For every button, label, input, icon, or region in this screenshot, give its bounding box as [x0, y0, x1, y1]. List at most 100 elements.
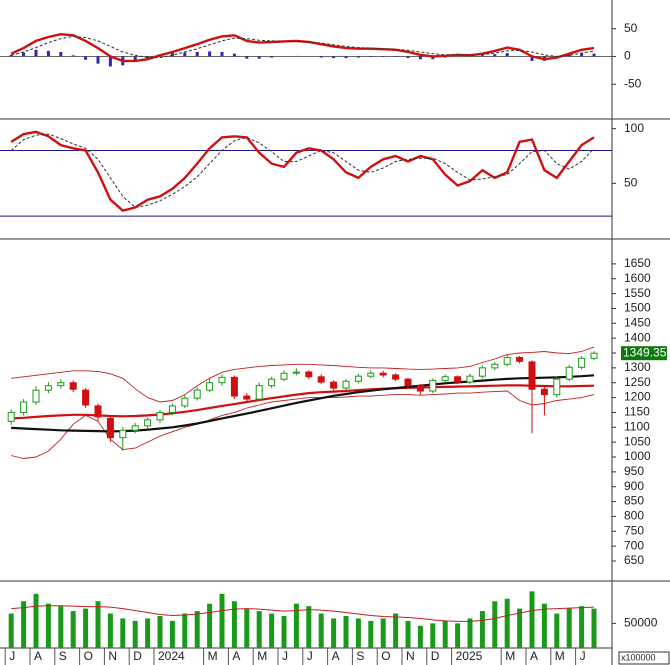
histogram-bar — [9, 54, 13, 57]
candle-body — [416, 385, 424, 392]
volume-bar — [368, 620, 374, 648]
x-tick-label: O — [84, 649, 93, 663]
volume-bar — [343, 615, 349, 648]
volume-bar — [207, 603, 213, 648]
x-tick-label: N — [108, 649, 117, 663]
volume-bar — [33, 593, 39, 648]
volume-bar — [58, 606, 64, 648]
candle-body — [243, 395, 251, 400]
histogram-bar — [59, 52, 63, 57]
candle-body — [404, 378, 412, 387]
histogram-bar — [133, 56, 137, 62]
volume-bar — [169, 620, 175, 648]
y-tick-label: 1300 — [624, 360, 651, 374]
y-tick-label: 50000 — [624, 616, 658, 630]
histogram-bar — [319, 56, 323, 58]
y-tick-label: 1500 — [624, 301, 651, 315]
candle-body — [578, 357, 586, 368]
histogram-bar — [369, 56, 373, 57]
histogram-bar — [46, 50, 50, 57]
volume-bar — [219, 593, 225, 648]
volume-bar — [380, 618, 386, 648]
histogram-bar — [344, 56, 348, 59]
volume-bar — [566, 608, 572, 648]
y-tick-label: 1400 — [624, 330, 651, 344]
candle-body — [354, 375, 362, 382]
candle-body — [7, 411, 15, 422]
x-tick-label: 2024 — [158, 649, 185, 663]
y-tick-label: 700 — [624, 538, 644, 552]
candle-body — [255, 385, 263, 400]
volume-bar — [83, 608, 89, 648]
candle-body — [516, 356, 524, 362]
volume-bar — [442, 620, 448, 648]
volume-bar — [467, 618, 473, 648]
volume-bar — [8, 613, 14, 648]
x-tick-label: 2025 — [456, 649, 483, 663]
volume-unit: x100000 — [621, 652, 656, 662]
volume-bar — [256, 611, 262, 648]
x-tick-label: M — [555, 649, 565, 663]
y-tick-label: 1450 — [624, 315, 651, 329]
volume-bar — [45, 603, 51, 648]
volume-average — [11, 605, 595, 622]
candle-body — [106, 417, 114, 439]
y-tick-label: 850 — [624, 494, 644, 508]
unit-box — [618, 651, 670, 665]
volume-bar — [405, 620, 411, 648]
candle-body — [540, 388, 548, 396]
candle-body — [553, 378, 561, 396]
candle-body — [32, 389, 40, 403]
candle-body — [218, 376, 226, 384]
volume-bar — [541, 603, 547, 648]
x-tick-label: A — [34, 649, 42, 663]
x-tick-label: N — [406, 649, 415, 663]
volume-bar — [430, 623, 436, 648]
y-tick-label: 1650 — [624, 256, 651, 270]
y-tick-label: 50 — [624, 21, 638, 35]
y-tick-label: -50 — [624, 76, 642, 90]
histogram-bar — [108, 56, 112, 67]
histogram-bar — [530, 56, 534, 61]
candle-body — [69, 382, 77, 390]
histogram-bar — [34, 49, 38, 57]
volume-bar — [281, 615, 287, 648]
histogram-bar — [332, 56, 336, 59]
x-tick-label: O — [381, 649, 390, 663]
volume-bar — [393, 613, 399, 648]
x-tick-label: M — [208, 649, 218, 663]
volume-bar — [231, 601, 237, 648]
volume-bar — [95, 601, 101, 648]
candle-body — [528, 361, 536, 390]
volume-bar — [355, 618, 361, 648]
histogram-bar — [183, 52, 187, 57]
y-tick-label: 800 — [624, 509, 644, 523]
y-tick-label: 900 — [624, 479, 644, 493]
histogram-bar — [84, 56, 88, 60]
volume-bar — [132, 620, 138, 648]
candle-body — [268, 378, 276, 387]
candle-body — [44, 385, 52, 391]
candle-body — [168, 405, 176, 413]
x-tick-label: A — [332, 649, 340, 663]
histogram-bar — [431, 56, 435, 60]
indicator-line — [10, 130, 595, 213]
histogram-bar — [418, 56, 422, 60]
histogram-bar — [71, 55, 75, 57]
candle-body — [429, 379, 437, 392]
indicator-line — [11, 384, 595, 420]
indicator-line — [10, 133, 595, 208]
candle-body — [20, 401, 28, 413]
x-tick-label: S — [356, 649, 364, 663]
candle-body — [280, 372, 288, 380]
volume-bar — [318, 613, 324, 648]
volume-bar — [529, 591, 535, 648]
candle-body — [119, 429, 127, 439]
volume-bar — [517, 608, 523, 648]
indicator-line — [11, 35, 595, 59]
volume-bar — [455, 623, 461, 648]
histogram-bar — [406, 56, 410, 59]
candle-body — [82, 389, 90, 406]
volume-bar — [21, 601, 27, 648]
histogram-bar — [270, 56, 274, 58]
